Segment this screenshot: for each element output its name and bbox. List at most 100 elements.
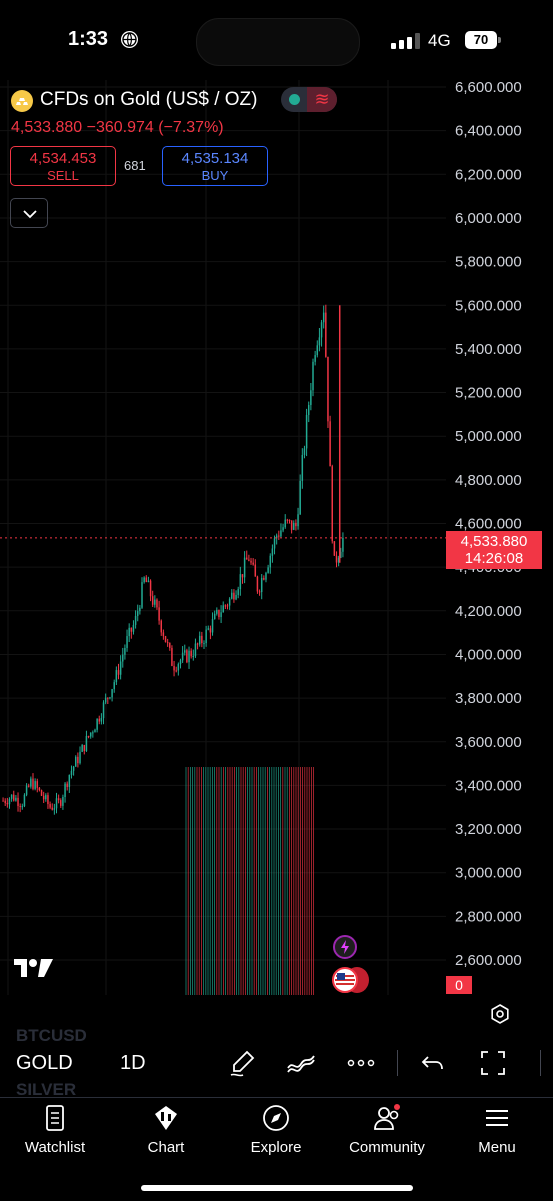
sell-label: SELL (47, 168, 79, 183)
candle-body (83, 744, 86, 752)
candle-body (254, 564, 257, 577)
chart-settings-icon[interactable] (489, 1003, 511, 1030)
nav-label-menu: Menu (478, 1139, 516, 1156)
candle-body (149, 580, 152, 597)
collapse-header-button[interactable] (10, 198, 48, 228)
candle-body (198, 635, 201, 645)
candle-body (179, 660, 182, 665)
buy-button[interactable]: 4,535.134 BUY (162, 146, 268, 186)
candle-body (271, 548, 274, 556)
symbol-title[interactable]: CFDs on Gold (US$ / OZ) (40, 89, 258, 110)
bar-countdown: 14:26:08 (464, 550, 524, 567)
candle-body (145, 577, 148, 583)
interval-button[interactable]: 1D (120, 1052, 146, 1074)
community-icon (374, 1104, 400, 1130)
candle-body (171, 647, 173, 666)
candle-body (119, 661, 122, 675)
candle-body (2, 800, 4, 802)
tradingview-logo-icon[interactable] (14, 957, 54, 984)
candle-body (205, 629, 207, 644)
watchlist-peek-above[interactable]: BTCUSD (16, 1026, 87, 1045)
last-price-tag: 4,533.880 14:26:08 (446, 531, 542, 569)
nav-explore[interactable]: Explore (226, 1103, 326, 1156)
buy-label: BUY (201, 168, 229, 183)
price-chart[interactable]: 6,600.000 6,400.000 6,200.000 6,000.000 5,80… (0, 0, 553, 1000)
candle-body (147, 580, 150, 583)
candle-body (337, 557, 340, 563)
price-tick-label: 3,200.000 (455, 821, 522, 838)
dynamic-island (196, 18, 360, 66)
candle-body (66, 783, 68, 788)
candle-body (290, 520, 293, 530)
more-options-icon[interactable] (346, 1048, 376, 1078)
candle-body (192, 655, 195, 657)
undo-icon[interactable] (418, 1048, 448, 1078)
candle-body (312, 361, 314, 391)
candle-body (275, 535, 278, 539)
us-flag-event-icon[interactable] (332, 967, 358, 993)
candle-body (226, 605, 229, 607)
nav-menu[interactable]: Menu (447, 1103, 547, 1156)
price-tick-label: 5,600.000 (455, 297, 522, 314)
candle-body (143, 577, 145, 583)
candle-body (186, 650, 188, 663)
nav-watchlist[interactable]: Watchlist (5, 1103, 105, 1156)
sell-button[interactable]: 4,534.453 SELL (10, 146, 116, 186)
drawing-pen-icon[interactable] (227, 1048, 257, 1078)
candle-body (250, 560, 252, 563)
candle-body (184, 650, 186, 653)
price-tick-label: 5,200.000 (455, 385, 522, 402)
candle-body (8, 798, 11, 805)
candle-body (70, 770, 73, 775)
candle-body (297, 514, 299, 527)
candle-body (158, 607, 160, 621)
candle-body (124, 647, 126, 655)
fullscreen-icon[interactable] (478, 1048, 508, 1078)
candle-body (209, 628, 212, 633)
indicators-icon[interactable] (286, 1048, 316, 1078)
toolbar-symbol[interactable]: GOLD (16, 1052, 73, 1074)
candle-body (329, 421, 331, 467)
candle-body (27, 785, 30, 787)
nav-chart[interactable]: Chart (116, 1103, 216, 1156)
candle-body (318, 337, 321, 346)
price-tick-label: 5,800.000 (455, 254, 522, 271)
battery-tip (498, 37, 501, 43)
price-tick-label: 4,200.000 (455, 603, 522, 620)
candle-body (342, 537, 344, 552)
candle-body (107, 697, 109, 699)
lightning-event-icon[interactable] (333, 935, 357, 959)
price-tick-label: 4,800.000 (455, 472, 522, 489)
candle-body (89, 732, 92, 737)
candle-body (49, 804, 51, 808)
candle-body (188, 650, 190, 663)
candle-body (151, 596, 154, 605)
candle-body (13, 794, 15, 801)
status-time: 1:33 (68, 28, 109, 50)
candle-body (258, 591, 261, 593)
candle-body (325, 312, 327, 357)
candle-body (265, 572, 267, 580)
price-tick-label: 2,600.000 (455, 952, 522, 969)
globe-icon (121, 31, 138, 48)
candle-body (104, 697, 107, 703)
candle-body (327, 356, 329, 422)
candle-body (222, 605, 224, 613)
bottom-navigation (0, 1097, 553, 1201)
candle-body (320, 322, 323, 338)
price-tick-label: 2,800.000 (455, 908, 522, 925)
candle-body (130, 627, 133, 632)
candle-body (211, 619, 214, 633)
candle-body (6, 803, 9, 805)
candle-body (201, 635, 203, 644)
nav-community[interactable]: Community (337, 1103, 437, 1156)
market-open-dot (289, 94, 300, 105)
candle-body (15, 797, 17, 801)
volatility-icon[interactable]: ≋ (307, 87, 337, 112)
candle-body (36, 781, 39, 788)
watchlist-peek-below[interactable]: SILVER (16, 1080, 77, 1099)
candle-body (228, 598, 231, 606)
candle-body (55, 798, 58, 809)
candle-body (194, 643, 197, 656)
candle-body (30, 778, 32, 787)
